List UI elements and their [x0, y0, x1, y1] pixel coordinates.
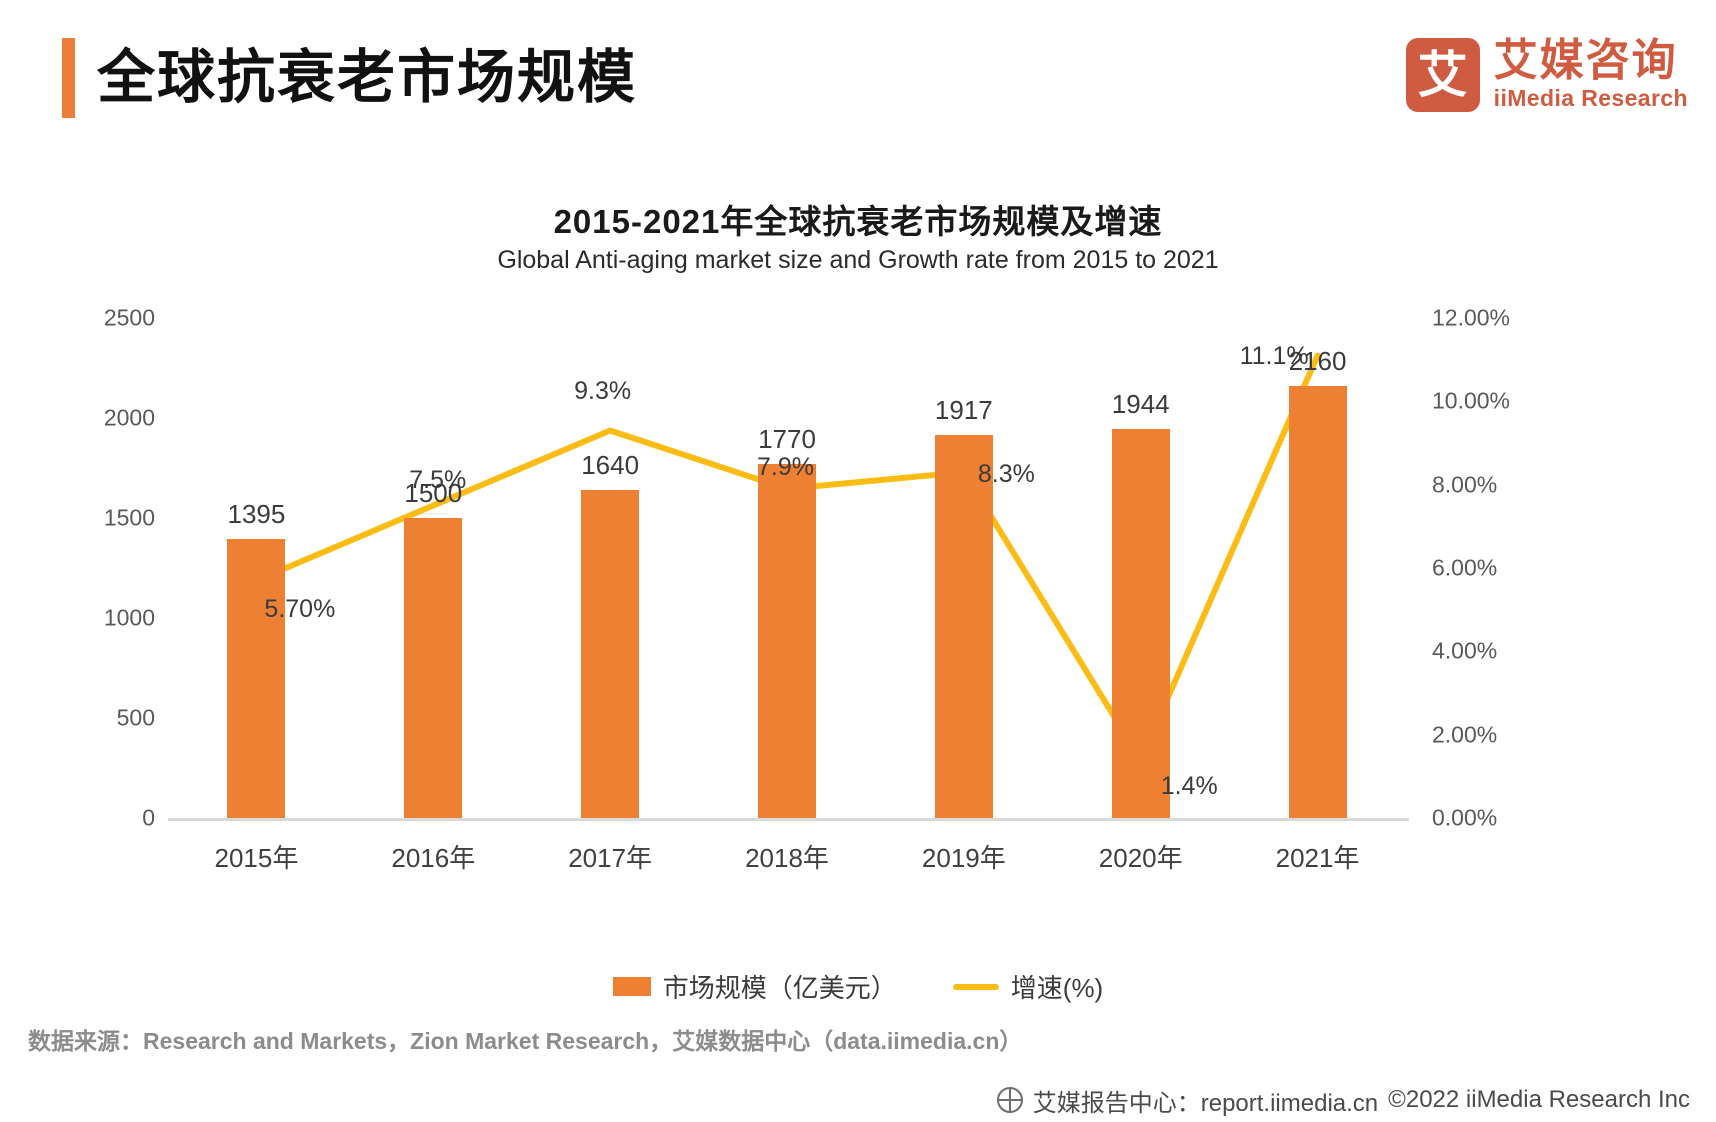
bar: [581, 490, 640, 818]
bar-value-label: 1944: [1111, 389, 1170, 420]
left-axis-tick: 500: [116, 704, 155, 731]
x-axis-tick: 2021年: [1275, 843, 1360, 873]
right-axis-tick: 8.00%: [1432, 471, 1498, 498]
bar: [1111, 429, 1170, 818]
x-axis-tick: 2015年: [214, 843, 299, 873]
x-axis-tick: 2020年: [1098, 843, 1183, 873]
bar-value-label: 1500: [404, 478, 463, 508]
growth-rate-label: 11.1%: [1239, 341, 1309, 370]
bar-swatch-icon: [612, 977, 651, 996]
page-header: 全球抗衰老市场规模 艾 艾媒咨询 iiMedia Research: [0, 0, 1716, 150]
bar: [934, 434, 993, 818]
bar: [758, 464, 816, 818]
left-axis-tick: 2500: [103, 304, 155, 331]
chart-subtitle: Global Anti-aging market size and Growth…: [497, 246, 1219, 274]
footer-report-center: 艾媒报告中心：report.iimedia.cn: [1032, 1089, 1379, 1117]
growth-rate-label: 9.3%: [574, 376, 632, 405]
page-title: 全球抗衰老市场规模: [97, 45, 638, 110]
growth-rate-label: 1.4%: [1160, 771, 1218, 800]
bar-value-label: 1770: [758, 424, 816, 454]
footer-copyright: ©2022 iiMedia Research Inc: [1388, 1086, 1690, 1113]
axis-baseline: [168, 818, 1409, 821]
left-axis-tick: 0: [142, 804, 155, 831]
left-axis-tick: 1500: [103, 504, 155, 531]
line-swatch-icon: [952, 983, 999, 990]
right-axis-tick: 0.00%: [1432, 804, 1498, 831]
brand-logo: 艾 艾媒咨询 iiMedia Research: [1405, 36, 1688, 113]
growth-rate-label: 5.70%: [264, 594, 336, 623]
chart-legend: 市场规模（亿美元） 增速(%): [0, 968, 1716, 1005]
x-axis-tick: 2019年: [921, 843, 1006, 873]
chart-title: 2015-2021年全球抗衰老市场规模及增速: [553, 203, 1163, 240]
logo-name-cn: 艾媒咨询: [1493, 36, 1678, 85]
logo-name-en: iiMedia Research: [1493, 85, 1688, 112]
globe-icon: [996, 1087, 1023, 1113]
left-axis: 0 500 1000 1500 2000 2500: [90, 305, 155, 831]
logo-text: 艾媒咨询 iiMedia Research: [1493, 36, 1688, 113]
right-axis: 0.00% 2.00% 4.00% 6.00% 8.00% 10.00% 12.00%: [1432, 305, 1582, 831]
title-accent-bar: [62, 38, 75, 118]
legend-label-market-size: 市场规模（亿美元）: [662, 973, 897, 1003]
x-axis-tick: 2016年: [391, 843, 476, 873]
page-footer: 艾媒报告中心：report.iimedia.cn ©2022 iiMedia R…: [0, 1078, 1716, 1122]
legend-item-market-size: 市场规模（亿美元）: [612, 968, 897, 1005]
legend-item-growth-rate: 增速(%): [952, 968, 1104, 1005]
bar-value-label: 2160: [1288, 346, 1347, 376]
bar: [1288, 386, 1347, 818]
left-axis-tick: 1000: [103, 604, 155, 631]
right-axis-tick: 4.00%: [1432, 637, 1498, 664]
x-axis-tick: 2018年: [745, 843, 829, 873]
x-axis: 2015年 2016年 2017年 2018年 2019年 2020年 2021年: [168, 838, 1406, 888]
bar-value-label: 1395: [227, 499, 286, 529]
x-axis-tick: 2017年: [568, 843, 653, 873]
bar: [227, 539, 286, 818]
bar-value-label: 1917: [934, 394, 993, 425]
legend-label-growth-rate: 增速(%): [1010, 973, 1104, 1003]
source-note: 数据来源：Research and Markets，Zion Market Re…: [28, 1028, 1023, 1054]
right-axis-tick: 12.00%: [1432, 304, 1511, 331]
growth-rate-label: 8.3%: [977, 460, 1035, 489]
growth-rate-label: 7.9%: [757, 452, 814, 481]
left-axis-tick: 2000: [103, 404, 155, 431]
plot-area: 1395 1500 1640 1770 1917 1944 2160 5.70% 7.5% 9.3…: [168, 318, 1406, 818]
right-axis-tick: 6.00%: [1432, 554, 1498, 581]
right-axis-tick: 10.00%: [1432, 387, 1511, 414]
bar-value-label: 1640: [581, 450, 640, 480]
logo-mark-icon: 艾: [1405, 38, 1480, 113]
growth-rate-label: 7.5%: [409, 465, 467, 494]
right-axis-tick: 2.00%: [1432, 721, 1498, 748]
bar: [404, 518, 463, 818]
